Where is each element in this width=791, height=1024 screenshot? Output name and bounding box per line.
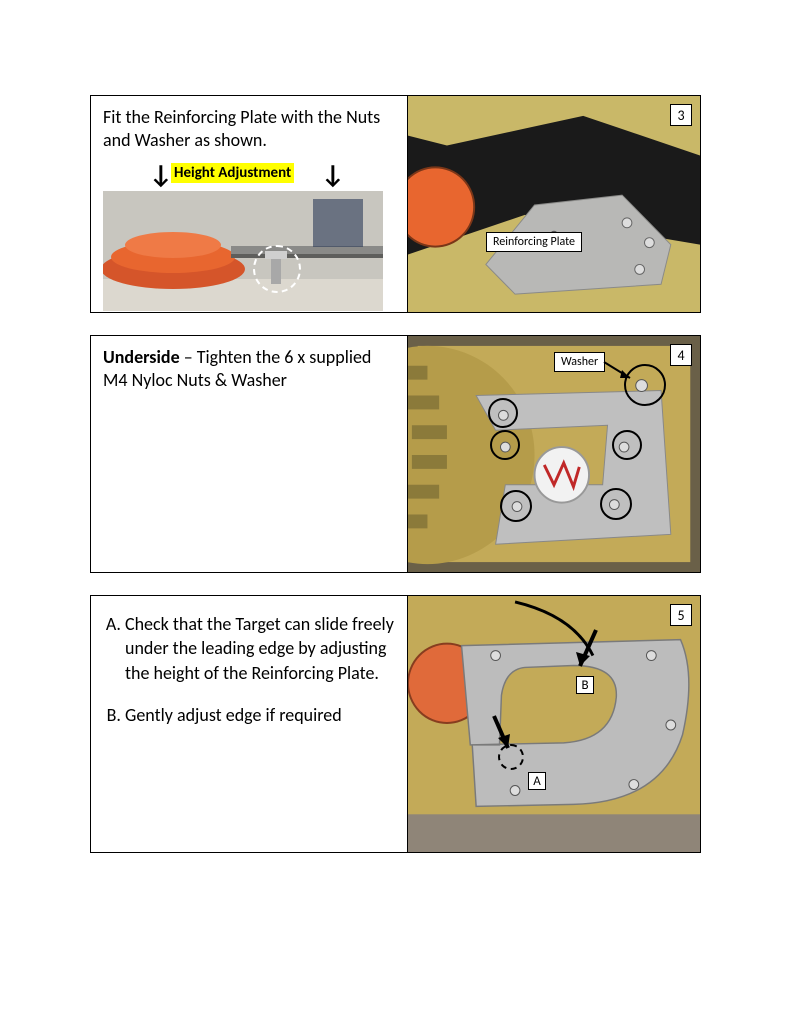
step-5-text-cell: Check that the Target can slide freely u…	[91, 596, 408, 852]
nut-circle	[490, 430, 520, 460]
step-3-left-photo: ↓ Height Adjustment ↓	[103, 163, 395, 313]
photo-reinforcing-plate	[408, 96, 700, 312]
down-arrow-icon: ↓	[149, 161, 173, 187]
step-5-item-a: Check that the Target can slide freely u…	[125, 612, 395, 685]
marker-b: B	[576, 676, 594, 694]
step-3-row: Fit the Reinforcing Plate with the Nuts …	[90, 95, 701, 313]
underside-bold: Underside	[103, 346, 180, 368]
step-5-image-cell: 5	[408, 596, 700, 852]
bolt-callout-circle	[253, 245, 301, 293]
step-4-instruction: Underside – Tighten the 6 x supplied M4 …	[103, 346, 395, 393]
step-number-badge: 3	[670, 104, 692, 126]
nut-circle	[488, 398, 518, 428]
down-arrow-icon: ↓	[321, 161, 345, 187]
step-3-instruction: Fit the Reinforcing Plate with the Nuts …	[103, 106, 395, 153]
step-number-badge: 4	[670, 344, 692, 366]
step-4-row: Underside – Tighten the 6 x supplied M4 …	[90, 335, 701, 573]
instruction-page: Fit the Reinforcing Plate with the Nuts …	[0, 0, 791, 935]
step-4-image-cell: 4	[408, 336, 700, 572]
photo-target-check	[408, 596, 700, 852]
nut-circle	[500, 490, 532, 522]
hole-a-circle	[498, 744, 524, 770]
step-5-list: Check that the Target can slide freely u…	[103, 612, 395, 727]
step-3-image-cell: 3 Reinforcing Plate	[408, 96, 700, 312]
washer-callout: Washer	[554, 352, 605, 372]
step-number-badge: 5	[670, 604, 692, 626]
nut-circle	[612, 430, 642, 460]
nut-circle	[600, 488, 632, 520]
washer-circle	[624, 364, 666, 406]
marker-a: A	[528, 772, 546, 790]
photo-height-adjustment	[103, 191, 383, 311]
step-3-text-cell: Fit the Reinforcing Plate with the Nuts …	[91, 96, 408, 312]
height-adjustment-label: Height Adjustment	[171, 163, 294, 183]
reinforcing-plate-callout: Reinforcing Plate	[486, 232, 582, 252]
step-5-row: Check that the Target can slide freely u…	[90, 595, 701, 853]
step-4-text-cell: Underside – Tighten the 6 x supplied M4 …	[91, 336, 408, 572]
step-5-item-b: Gently adjust edge if required	[125, 703, 395, 727]
